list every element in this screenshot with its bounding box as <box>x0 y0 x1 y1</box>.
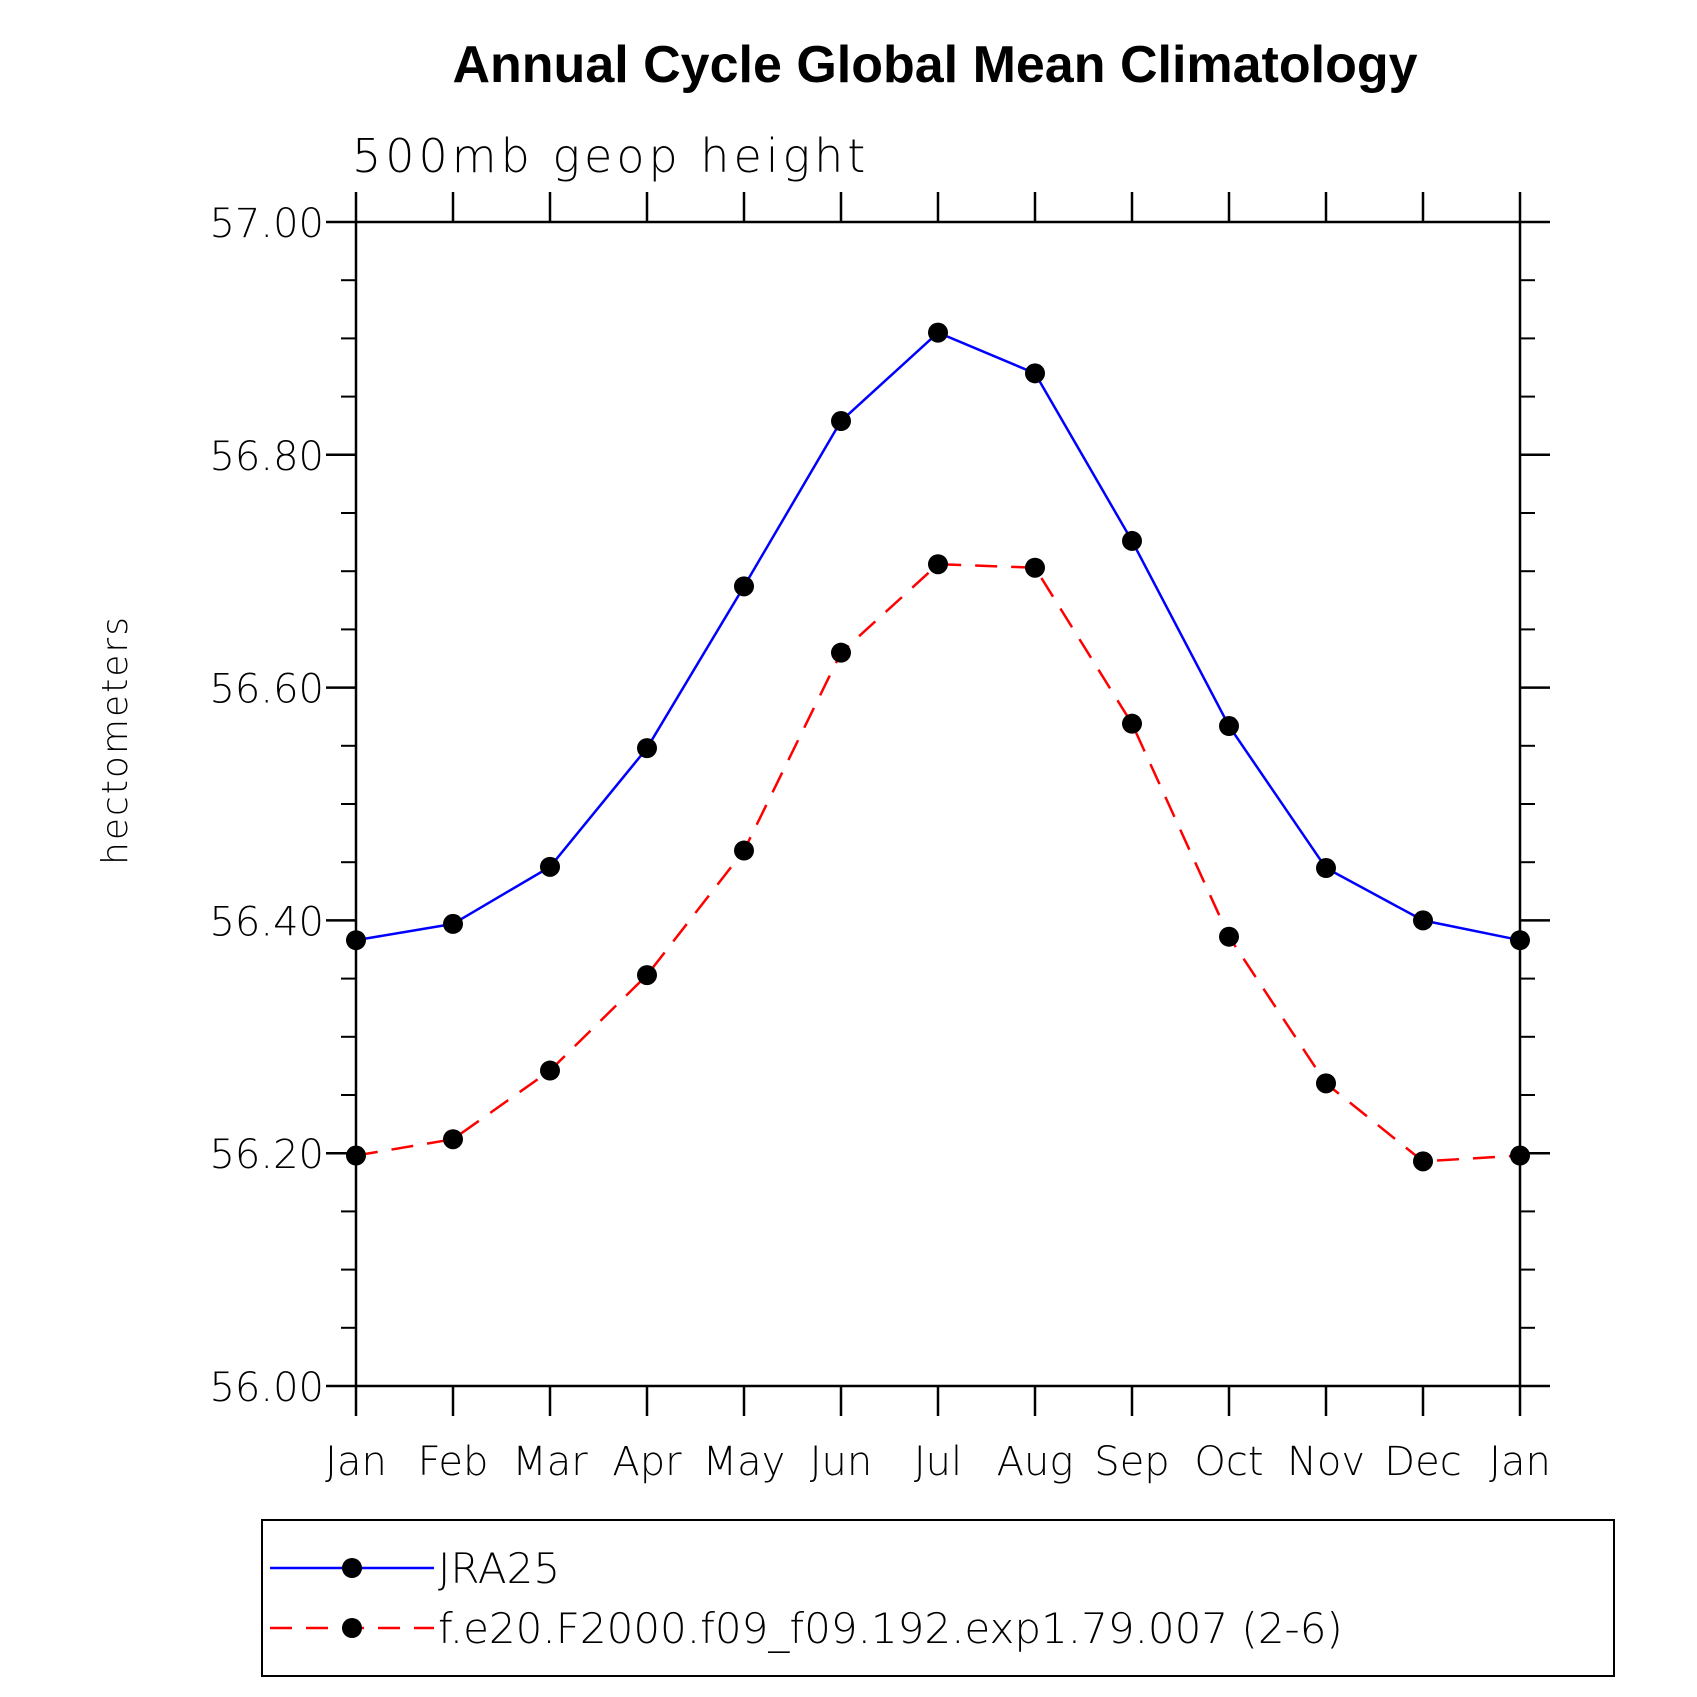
data-point <box>637 965 657 986</box>
series-line <box>355 562 1521 1163</box>
data-point <box>1413 910 1433 931</box>
data-point <box>1219 926 1239 947</box>
x-tick-label: Aug <box>997 1439 1074 1485</box>
x-tick-label: Mar <box>512 1439 588 1485</box>
data-point <box>1219 716 1239 737</box>
plot-frame <box>354 220 1522 1388</box>
data-point <box>928 322 948 343</box>
data-point <box>443 913 463 934</box>
data-point <box>346 930 366 951</box>
data-point <box>443 1129 463 1150</box>
x-tick-label: Apr <box>612 1439 682 1485</box>
series-2 <box>346 554 1530 1172</box>
series-group <box>346 322 1530 1172</box>
x-tick-label: Sep <box>1094 1439 1169 1485</box>
data-point <box>1025 557 1045 578</box>
x-tick-labels: Jan Feb Mar Apr May Jun Jul Aug Sep Oct Nov Dec Jan <box>325 1439 1551 1485</box>
series-line <box>355 331 1521 942</box>
x-tick-label: Jul <box>914 1439 962 1485</box>
data-point <box>1316 858 1336 879</box>
legend-box <box>261 1519 1615 1677</box>
data-point <box>734 576 754 597</box>
data-point <box>1510 930 1530 951</box>
legend-label: JRA25 <box>438 1544 560 1593</box>
x-tick-label: Jan <box>325 1439 387 1485</box>
y-tick-label: 56.20 <box>209 1132 324 1178</box>
legend-entries: JRA25 f.e20.F2000.f09_f09.192.exp1.79.007… <box>270 1544 1343 1653</box>
legend-marker <box>342 1618 362 1638</box>
data-point <box>1316 1073 1336 1094</box>
data-point <box>1122 530 1142 551</box>
x-tick-label: Dec <box>1384 1439 1461 1485</box>
x-tick-label: Jun <box>810 1439 873 1485</box>
legend-entry: JRA25 <box>270 1544 560 1593</box>
data-point <box>928 554 948 575</box>
chart-subtitle: 500mb geop height <box>352 129 869 183</box>
data-point <box>540 1060 560 1081</box>
x-tick-label: Nov <box>1287 1439 1365 1485</box>
y-tick-label: 56.00 <box>209 1365 324 1411</box>
y-tick-label: 56.80 <box>209 434 324 480</box>
series-1 <box>346 322 1530 951</box>
data-point <box>1025 363 1045 384</box>
legend-label: f.e20.F2000.f09_f09.192.exp1.79.007 (2-6… <box>438 1604 1343 1653</box>
data-point <box>831 642 851 663</box>
y-tick-label: 57.00 <box>209 201 324 247</box>
data-point <box>540 856 560 877</box>
x-tick-label: Oct <box>1194 1439 1263 1485</box>
data-point <box>1413 1151 1433 1172</box>
x-tick-label: May <box>703 1439 786 1485</box>
legend: JRA25 f.e20.F2000.f09_f09.192.exp1.79.007… <box>261 1519 1615 1677</box>
data-point <box>734 840 754 861</box>
y-axis-label: hectometers <box>95 615 136 865</box>
chart-title: Annual Cycle Global Mean Climatology <box>452 36 1417 94</box>
y-tick-label: 56.40 <box>209 899 324 945</box>
data-point <box>637 738 657 759</box>
data-point <box>1510 1145 1530 1166</box>
legend-entry: f.e20.F2000.f09_f09.192.exp1.79.007 (2-6… <box>270 1604 1343 1653</box>
axis-ticks <box>326 192 1550 1416</box>
legend-marker <box>342 1558 362 1578</box>
data-point <box>831 411 851 432</box>
y-tick-labels: 56.00 56.20 56.40 56.60 56.80 57.00 <box>209 201 324 1411</box>
y-tick-label: 56.60 <box>209 667 324 713</box>
x-tick-label: Feb <box>418 1439 489 1485</box>
data-point <box>346 1145 366 1166</box>
x-tick-label: Jan <box>1489 1439 1551 1485</box>
data-point <box>1122 713 1142 734</box>
